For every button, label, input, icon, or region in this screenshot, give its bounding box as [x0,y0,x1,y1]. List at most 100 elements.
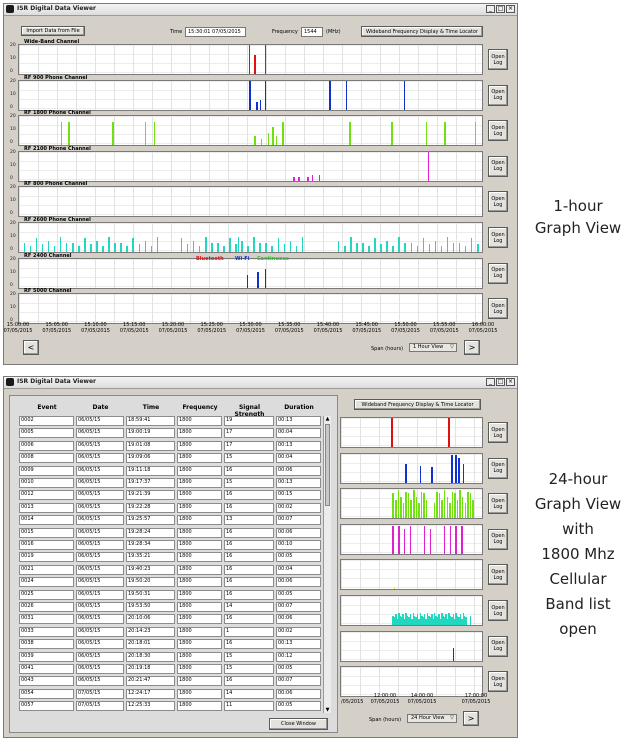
table-row[interactable]: 0033 06/05/15 20:14:23 1800 1 00:02 [10,626,322,639]
import-data-button[interactable]: Import Data from File [21,26,85,36]
table-row[interactable]: 0024 06/05/15 19:50:20 1800 16 00:06 [10,577,322,589]
table-row[interactable]: 0038 06/05/15 20:18:01 1800 16 00:13 [10,639,322,651]
wideband-locator-button[interactable]: Wideband Frequency Display & Time Locato… [361,26,483,37]
next-page-button[interactable]: > [463,711,479,726]
table-row[interactable]: 0006 06/05/15 19:01:08 1800 17 00:13 [10,440,322,453]
signal-spike [459,614,462,625]
channel-plot[interactable] [340,666,483,698]
open-log-button[interactable]: Open Log [488,564,508,586]
channel-plot[interactable] [340,523,483,555]
column-header[interactable]: Time [142,404,160,411]
column-header[interactable]: Event [37,404,57,411]
table-cell: 00:10 [276,540,321,550]
close-icon[interactable]: × [506,378,515,386]
table-row[interactable]: 0019 06/05/15 19:35:21 1800 16 00:05 [10,552,322,564]
channel-plot[interactable] [18,79,483,111]
x-tick-label: 14:00:00 07/05/2015 [402,693,442,705]
channel-plot[interactable] [18,293,483,325]
open-log-button[interactable]: Open Log [488,422,508,443]
window-titlebar[interactable]: ISR Digital Data Viewer _ □ × [4,4,517,16]
open-log-button[interactable]: Open Log [488,600,508,621]
channel-plot[interactable] [18,186,483,218]
prev-page-button[interactable]: < [23,340,39,355]
column-header[interactable]: Signal Strength [234,404,265,418]
table-cell: 00:06 [276,577,321,588]
table-row[interactable]: 0039 06/05/15 20:18:30 1800 15 00:12 [10,651,322,664]
open-log-button[interactable]: Open Log [488,671,508,693]
channel-plot[interactable] [18,150,483,182]
table-row[interactable]: 0008 06/05/15 19:09:06 1800 15 00:04 [10,453,322,465]
close-icon[interactable]: × [506,5,515,13]
open-log-button[interactable]: Open Log [488,155,508,177]
table-row[interactable]: 0021 06/05/15 19:40:23 1800 16 00:04 [10,564,322,577]
open-log-button[interactable]: Open Log [488,227,508,248]
maximize-icon[interactable]: □ [496,5,505,13]
table-row[interactable]: 0015 06/05/15 19:28:24 1800 16 00:06 [10,527,322,540]
channel-plot[interactable] [340,595,483,626]
open-log-button[interactable]: Open Log [488,49,508,70]
scroll-thumb[interactable] [325,424,330,506]
table-row[interactable]: 0043 06/05/15 20:21:47 1800 16 00:07 [10,676,322,688]
table-row[interactable]: 0010 06/05/15 19:17:37 1800 15 00:13 [10,478,322,490]
channel-plot[interactable] [340,559,483,591]
y-tick-label: 10 [10,162,16,168]
channel-plot[interactable] [18,115,483,147]
table-row[interactable]: 0002 06/05/15 18:59:41 1800 19 00:13 [10,416,322,428]
open-log-button[interactable]: Open Log [488,84,508,106]
channel-plot[interactable] [340,417,483,448]
table-row[interactable]: 0026 06/05/15 19:53:50 1800 14 00:07 [10,602,322,614]
signal-spike [405,612,407,625]
table-row[interactable]: 0025 06/05/15 19:50:31 1800 16 00:05 [10,589,322,602]
open-log-button[interactable]: Open Log [488,262,508,284]
close-window-button[interactable]: Close Window [269,718,328,730]
time-field[interactable]: 15:30:01 07/05/2015 [185,27,246,37]
maximize-icon[interactable]: □ [496,378,505,386]
column-header[interactable]: Frequency [182,404,218,411]
table-row[interactable]: 0005 06/05/15 19:00:19 1800 17 00:04 [10,428,322,440]
open-log-button[interactable]: Open Log [488,635,508,657]
channel-plot[interactable] [18,222,483,253]
scroll-up-icon[interactable]: ▲ [325,416,330,422]
wideband-locator-button[interactable]: Wideband Frequency Display & Time Locato… [354,399,481,410]
window-titlebar[interactable]: ISR Digital Data Viewer _ □ × [4,377,517,389]
channel-plot[interactable] [18,257,483,289]
table-row[interactable]: 0054 07/05/15 12:24:17 1800 14 00:06 [10,688,322,701]
channel-plot[interactable] [18,44,483,75]
table-row[interactable]: 0012 06/05/15 19:21:39 1800 16 00:15 [10,490,322,502]
span-select[interactable]: 24 Hour View ▽ [407,714,457,723]
channel-plot[interactable] [340,452,483,484]
signal-spike [29,245,32,252]
table-row[interactable]: 0013 06/05/15 19:22:28 1800 16 00:02 [10,502,322,515]
table-row[interactable]: 0031 06/05/15 20:10:06 1800 16 00:06 [10,614,322,626]
channel-plot[interactable] [340,488,483,520]
table-row[interactable]: 0009 06/05/15 19:11:18 1800 16 00:06 [10,465,322,478]
table-cell: 0009 [19,465,74,476]
table-row[interactable]: 0016 06/05/15 19:28:34 1800 16 00:10 [10,540,322,552]
table-cell: 12:25:33 [126,701,175,712]
open-log-button[interactable]: Open Log [488,528,508,550]
scroll-down-icon[interactable]: ▼ [325,707,330,713]
next-page-button[interactable]: > [464,340,480,355]
open-log-button[interactable]: Open Log [488,493,508,515]
minimize-icon[interactable]: _ [486,378,495,386]
table-cell: 06/05/15 [76,626,124,637]
table-row[interactable]: 0057 07/05/15 12:25:33 1800 11 00:05 [10,701,322,713]
table-cell: 1800 [177,639,222,650]
open-log-button[interactable]: Open Log [488,298,508,320]
table-row[interactable]: 0014 06/05/15 19:25:57 1800 13 00:07 [10,515,322,527]
span-select[interactable]: 1 Hour View ▽ [409,343,457,352]
signal-spike [257,272,259,288]
table-row[interactable]: 0041 06/05/15 20:19:18 1800 15 00:05 [10,664,322,676]
table-scrollbar[interactable]: ▲ ▼ [323,416,331,713]
minimize-icon[interactable]: _ [486,5,495,13]
table-cell: 06/05/15 [76,577,124,588]
channel-plot[interactable] [340,630,483,662]
open-log-button[interactable]: Open Log [488,191,508,213]
frequency-field[interactable]: 1544 [301,27,323,37]
open-log-button[interactable]: Open Log [488,457,508,479]
column-header[interactable]: Date [92,404,109,411]
column-header[interactable]: Duration [284,404,314,411]
table-cell: 1800 [177,577,222,588]
signal-spike [412,612,414,625]
open-log-button[interactable]: Open Log [488,120,508,142]
